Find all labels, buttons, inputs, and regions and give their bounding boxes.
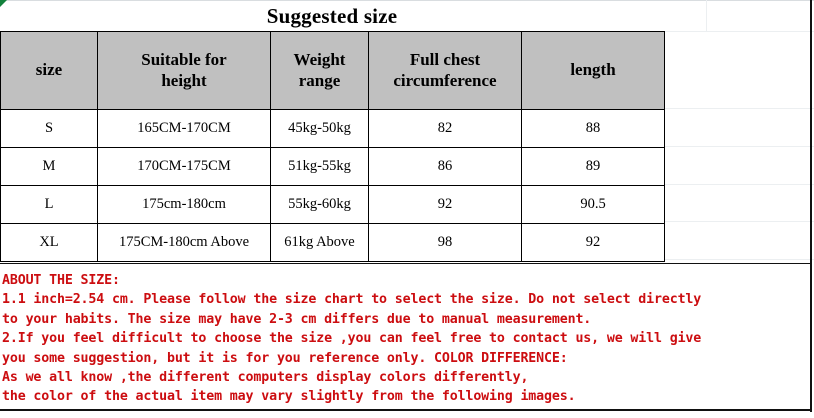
column-header-height-line2: height (161, 70, 207, 90)
column-header-chest: Full chest circumference (368, 31, 522, 110)
sheet-gridline (664, 31, 814, 32)
column-header-size: size (0, 31, 98, 110)
table-header: size Suitable for height Weight range Fu… (0, 31, 665, 110)
cell-weight: 45kg-50kg (270, 109, 369, 148)
comment-marker-icon (0, 0, 7, 7)
column-header-length-line1: length (570, 60, 616, 80)
cell-height: 175CM-180cm Above (97, 223, 271, 262)
column-header-chest-line1: Full chest (409, 50, 481, 70)
cell-size: M (0, 147, 98, 186)
note-line-1: ABOUT THE SIZE: (2, 273, 120, 288)
cell-chest: 92 (368, 185, 522, 224)
sheet-gridline (664, 108, 814, 109)
table-row: M 170CM-175CM 51kg-55kg 86 89 (0, 147, 665, 186)
cell-weight: 51kg-55kg (270, 147, 369, 186)
column-header-length: length (521, 31, 665, 110)
column-header-weight: Weight range (270, 31, 369, 110)
cell-chest: 86 (368, 147, 522, 186)
cell-length: 88 (521, 109, 665, 148)
note-line-2: 1.1 inch=2.54 cm. Please follow the size… (2, 292, 702, 308)
column-header-height-line1: Suitable for (141, 50, 227, 70)
sheet-gridline (664, 221, 814, 222)
note-line-6: As we all know ,the different computers … (2, 370, 529, 386)
sheet-gridline (706, 0, 707, 31)
cell-length: 90.5 (521, 185, 665, 224)
cell-size: L (0, 185, 98, 224)
cell-chest: 82 (368, 109, 522, 148)
column-header-size-line1: size (35, 60, 63, 80)
table-row: S 165CM-170CM 45kg-50kg 82 88 (0, 109, 665, 148)
cell-size: S (0, 109, 98, 148)
cell-length: 92 (521, 223, 665, 262)
table-row: XL 175CM-180cm Above 61kg Above 98 92 (0, 223, 665, 262)
sheet-gridline (664, 259, 814, 260)
cell-height: 170CM-175CM (97, 147, 271, 186)
cell-chest: 98 (368, 223, 522, 262)
column-header-height: Suitable for height (97, 31, 271, 110)
size-note-block: ABOUT THE SIZE: 1.1 inch=2.54 cm. Please… (0, 263, 812, 410)
table-header-row: size Suitable for height Weight range Fu… (0, 31, 665, 110)
cell-length: 89 (521, 147, 665, 186)
page-title: Suggested size (266, 4, 398, 28)
sheet-top-rule (0, 0, 814, 1)
sheet-gridline (664, 146, 814, 147)
cell-height: 175cm-180cm (97, 185, 271, 224)
cell-weight: 61kg Above (270, 223, 369, 262)
column-header-weight-line1: Weight (293, 50, 346, 70)
table-row: L 175cm-180cm 55kg-60kg 92 90.5 (0, 185, 665, 224)
note-line-7: the color of the actual item may vary sl… (2, 389, 576, 405)
column-header-chest-line2: circumference (393, 70, 497, 90)
cell-size: XL (0, 223, 98, 262)
cell-weight: 55kg-60kg (270, 185, 369, 224)
sheet-right-border (810, 0, 812, 412)
sheet-bottom-border (0, 409, 812, 411)
cell-height: 165CM-170CM (97, 109, 271, 148)
size-chart-table: size Suitable for height Weight range Fu… (0, 31, 665, 262)
column-header-weight-line2: range (298, 70, 341, 90)
note-line-5: you some suggestion, but it is for you r… (2, 350, 568, 366)
note-line-3: to your habits. The size may have 2-3 cm… (2, 311, 592, 327)
sheet-gridline (664, 184, 814, 185)
table-body: S 165CM-170CM 45kg-50kg 82 88 M 170CM-17… (0, 109, 665, 262)
note-line-4: 2.If you feel difficult to choose the si… (2, 331, 702, 347)
